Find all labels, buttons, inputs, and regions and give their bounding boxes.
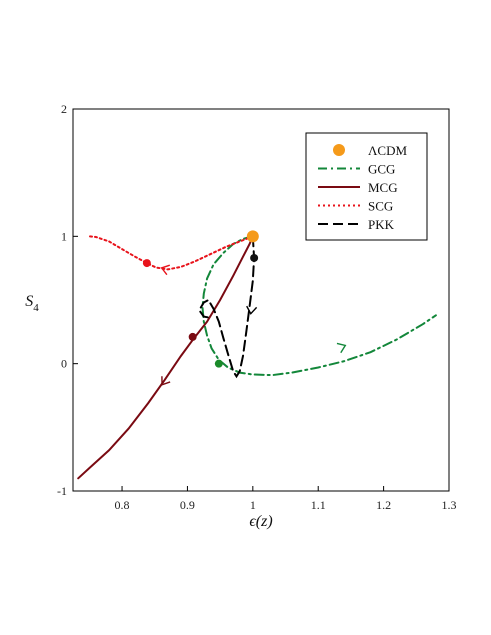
series-line-pkk	[198, 235, 256, 379]
x-tick-label: 1.3	[442, 498, 457, 512]
legend-marker-lcdm	[333, 144, 345, 156]
x-tick-label: 1	[250, 498, 256, 512]
series-marker-pkk	[250, 253, 259, 262]
series-arrow-pkk	[246, 305, 258, 315]
x-axis-label: ϵ(z)	[249, 513, 272, 530]
legend-label-mcg: MCG	[368, 180, 398, 195]
series-arrow-scg	[160, 264, 171, 276]
x-tick-label: 1.2	[376, 498, 391, 512]
y-tick-label: -1	[57, 484, 67, 498]
y-tick-label: 2	[61, 102, 67, 116]
plot-frame	[72, 108, 450, 492]
x-tick-label: 0.8	[115, 498, 130, 512]
x-tick-label: 0.9	[180, 498, 195, 512]
series-marker-mcg	[188, 332, 197, 341]
series-line-scg	[88, 235, 254, 271]
y-axis-label: S4	[25, 293, 39, 314]
legend-label-scg: SCG	[368, 199, 393, 214]
series-arrow-mcg	[161, 376, 171, 386]
series-marker-scg	[142, 259, 151, 268]
y-axis-label-subscript: 4	[33, 302, 39, 314]
lambda-cdm-point	[246, 230, 259, 243]
legend-label-gcg: GCG	[368, 162, 395, 177]
series-marker-gcg	[214, 359, 223, 368]
y-tick-label: 0	[61, 357, 67, 371]
legend-label-pkk: PKK	[368, 217, 395, 232]
series-line-gcg	[201, 235, 437, 377]
series-line-mcg	[77, 235, 254, 480]
series-arrow-gcg	[336, 342, 347, 354]
x-tick-label: 1.1	[311, 498, 326, 512]
y-tick-label: 1	[61, 229, 67, 243]
legend-label-lcdm: ΛCDM	[368, 143, 407, 158]
